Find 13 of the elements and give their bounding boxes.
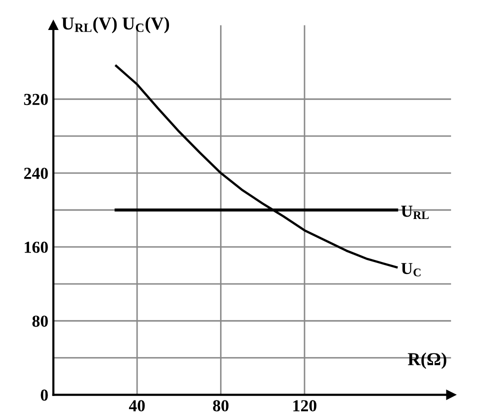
y-tick-label: 0: [40, 390, 48, 401]
series-label: U$_{C}$: [401, 263, 420, 276]
x-tick-label: 80: [213, 400, 228, 412]
y-tick-label: 320: [24, 94, 48, 106]
x-axis-title: R(Ω): [408, 352, 446, 369]
line-series: [115, 64, 398, 268]
y-tick-label: 160: [24, 242, 48, 253]
y-tick-label: 80: [32, 316, 48, 327]
x-tick-label: 40: [128, 400, 145, 412]
series-label: U$_{RL}$: [401, 206, 429, 219]
y-tick-label: 240: [24, 168, 48, 179]
y-axis-title: U$_{RL}$(V) U$_{C}$(V): [62, 16, 170, 34]
x-tick-label: 120: [293, 400, 316, 412]
